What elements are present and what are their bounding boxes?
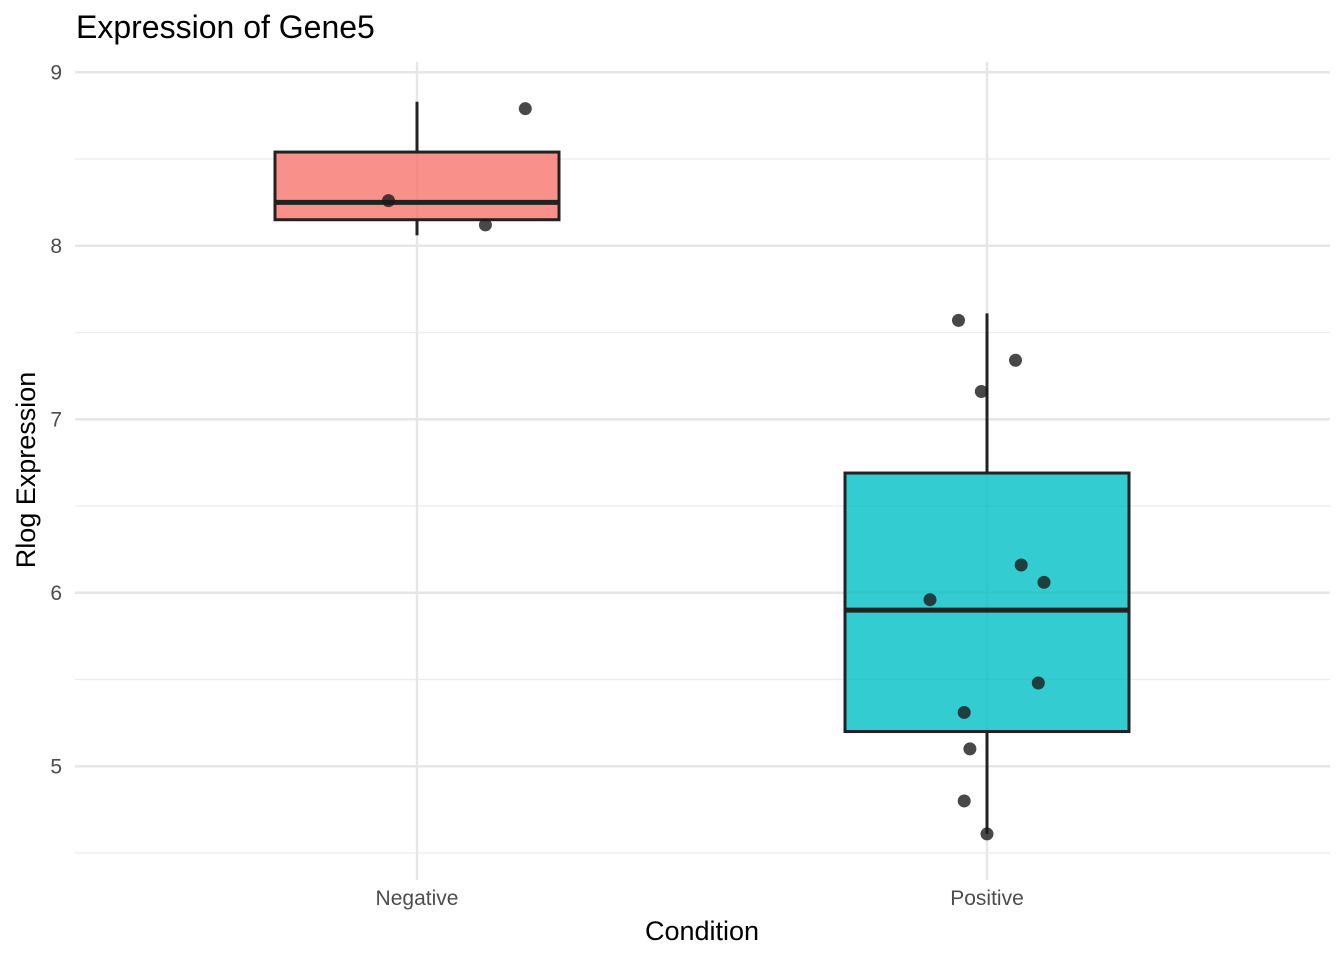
data-point-positive-12 bbox=[957, 794, 971, 808]
data-point-negative-2 bbox=[478, 218, 492, 232]
x-tick-label-positive: Positive bbox=[950, 887, 1024, 910]
x-axis-title: Condition bbox=[645, 916, 759, 946]
x-tick-label-negative: Negative bbox=[376, 887, 459, 910]
data-point-positive-6 bbox=[1014, 558, 1028, 572]
box-negative bbox=[273, 150, 561, 222]
data-point-positive-7 bbox=[1037, 575, 1051, 589]
box-group bbox=[273, 101, 1131, 834]
y-tick-label-5: 5 bbox=[50, 755, 62, 778]
y-axis-title: Rlog Expression bbox=[11, 372, 41, 569]
tick-labels: 5 6 7 8 9 Negative Positive bbox=[50, 61, 1023, 910]
y-tick-label-7: 7 bbox=[50, 408, 62, 431]
chart-title: Expression of Gene5 bbox=[76, 9, 375, 45]
y-tick-label-8: 8 bbox=[50, 235, 62, 258]
points-group bbox=[382, 102, 1051, 841]
data-point-positive-8 bbox=[923, 593, 937, 607]
data-point-positive-5 bbox=[974, 384, 988, 398]
data-point-positive-11 bbox=[963, 742, 977, 756]
grid-lines bbox=[75, 62, 1330, 880]
y-tick-label-9: 9 bbox=[50, 61, 62, 84]
data-point-positive-10 bbox=[957, 705, 971, 719]
box-positive bbox=[843, 471, 1131, 734]
data-point-negative-0 bbox=[518, 102, 532, 116]
data-point-positive-4 bbox=[1009, 353, 1022, 367]
data-point-negative-1 bbox=[382, 194, 395, 208]
data-point-positive-3 bbox=[952, 313, 965, 327]
y-tick-label-6: 6 bbox=[50, 582, 62, 605]
data-point-positive-9 bbox=[1031, 676, 1045, 690]
data-point-positive-13 bbox=[980, 827, 994, 841]
